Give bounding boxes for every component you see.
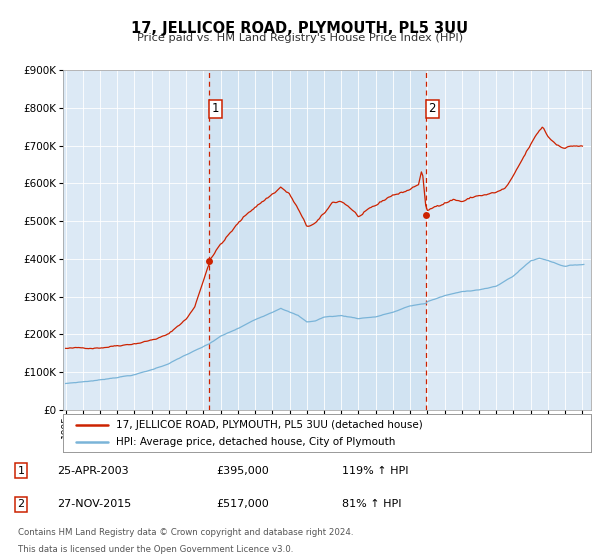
Text: 1: 1 bbox=[211, 102, 219, 115]
Text: This data is licensed under the Open Government Licence v3.0.: This data is licensed under the Open Gov… bbox=[18, 545, 293, 554]
Text: Price paid vs. HM Land Registry's House Price Index (HPI): Price paid vs. HM Land Registry's House … bbox=[137, 33, 463, 43]
Text: 17, JELLICOE ROAD, PLYMOUTH, PL5 3UU (detached house): 17, JELLICOE ROAD, PLYMOUTH, PL5 3UU (de… bbox=[116, 419, 422, 430]
Text: 2: 2 bbox=[17, 499, 25, 509]
Text: 81% ↑ HPI: 81% ↑ HPI bbox=[342, 499, 401, 509]
Text: HPI: Average price, detached house, City of Plymouth: HPI: Average price, detached house, City… bbox=[116, 437, 395, 447]
Text: 119% ↑ HPI: 119% ↑ HPI bbox=[342, 466, 409, 476]
Text: 17, JELLICOE ROAD, PLYMOUTH, PL5 3UU: 17, JELLICOE ROAD, PLYMOUTH, PL5 3UU bbox=[131, 21, 469, 36]
Text: £395,000: £395,000 bbox=[216, 466, 269, 476]
Text: 1: 1 bbox=[17, 466, 25, 476]
Text: 27-NOV-2015: 27-NOV-2015 bbox=[57, 499, 131, 509]
Text: £517,000: £517,000 bbox=[216, 499, 269, 509]
Bar bbox=[209, 70, 426, 410]
Text: Contains HM Land Registry data © Crown copyright and database right 2024.: Contains HM Land Registry data © Crown c… bbox=[18, 528, 353, 537]
Text: 25-APR-2003: 25-APR-2003 bbox=[57, 466, 128, 476]
Text: 2: 2 bbox=[428, 102, 436, 115]
